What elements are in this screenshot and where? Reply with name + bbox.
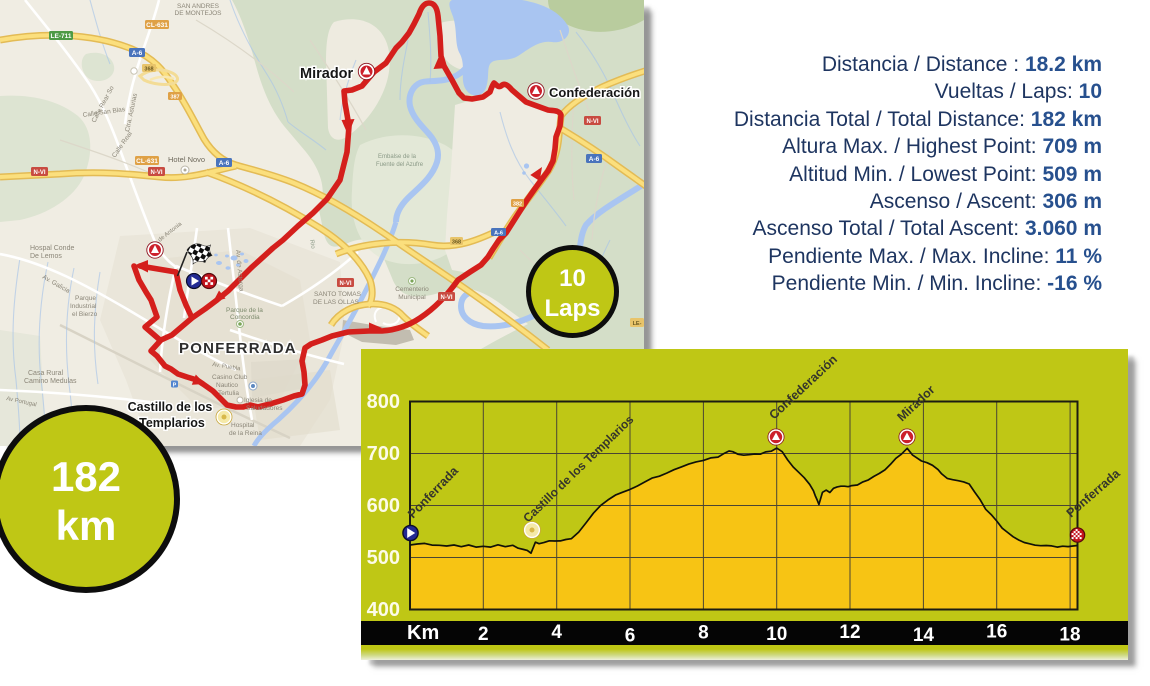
svg-text:Municipal: Municipal [398, 294, 426, 301]
svg-text:Castillo de los: Castillo de los [128, 400, 213, 414]
svg-text:A-6: A-6 [219, 160, 230, 167]
svg-text:De Lemos: De Lemos [30, 253, 62, 260]
svg-text:800: 800 [367, 391, 400, 413]
svg-text:14: 14 [913, 625, 935, 646]
svg-text:A-6: A-6 [494, 231, 503, 237]
svg-text:PONFERRADA: PONFERRADA [179, 340, 297, 357]
svg-text:Embalse de la: Embalse de la [378, 154, 417, 160]
svg-text:382: 382 [513, 202, 522, 208]
svg-text:16: 16 [986, 622, 1007, 643]
svg-text:600: 600 [367, 495, 400, 517]
svg-text:Mirador: Mirador [300, 66, 354, 82]
svg-text:A-6: A-6 [589, 156, 600, 163]
svg-text:LE-: LE- [633, 321, 642, 327]
svg-text:el Bierzo: el Bierzo [72, 311, 98, 318]
svg-text:Hospal Conde: Hospal Conde [30, 245, 74, 252]
svg-text:Camino Medulas: Camino Medulas [24, 378, 77, 385]
svg-text:10: 10 [766, 624, 787, 645]
svg-text:500: 500 [367, 547, 400, 569]
svg-text:368: 368 [144, 67, 153, 73]
svg-text:Saludadores: Saludadores [246, 405, 283, 412]
svg-text:SANTO TOMAS: SANTO TOMAS [314, 291, 362, 298]
svg-text:Casino Club: Casino Club [212, 374, 248, 381]
svg-text:Industrial: Industrial [70, 303, 97, 310]
svg-text:Cementerio: Cementerio [395, 286, 429, 293]
svg-text:Parque: Parque [75, 295, 96, 302]
svg-text:Fuente del Azufre: Fuente del Azufre [376, 162, 424, 168]
svg-text:18: 18 [1059, 625, 1080, 646]
svg-text:N-VI: N-VI [587, 119, 599, 125]
svg-text:LE-711: LE-711 [51, 33, 72, 40]
svg-text:Casa Rural: Casa Rural [28, 370, 63, 377]
svg-text:400: 400 [367, 599, 400, 621]
svg-text:Rio: Rio [308, 239, 316, 250]
svg-text:N-VI: N-VI [34, 170, 46, 176]
svg-text:N-VI: N-VI [151, 170, 163, 176]
svg-text:P: P [173, 382, 177, 388]
svg-text:700: 700 [367, 443, 400, 465]
svg-text:8: 8 [698, 623, 709, 644]
svg-text:387: 387 [170, 95, 179, 101]
svg-text:Parque de la: Parque de la [226, 307, 263, 314]
svg-text:Tertulia: Tertulia [218, 390, 239, 397]
svg-text:Km: Km [407, 622, 439, 644]
svg-text:N-VI: N-VI [340, 281, 352, 287]
svg-text:368: 368 [452, 240, 461, 246]
svg-text:Av. de Astorga: Av. de Astorga [234, 250, 245, 293]
svg-text:4: 4 [551, 622, 562, 643]
svg-text:Iglesia de: Iglesia de [244, 397, 272, 404]
svg-text:CL-631: CL-631 [136, 158, 158, 165]
svg-text:DE LAS OLLAS: DE LAS OLLAS [313, 299, 360, 306]
svg-text:SAN ANDRES: SAN ANDRES [177, 3, 220, 10]
svg-text:N-VI: N-VI [441, 295, 453, 301]
svg-text:Confederación: Confederación [549, 85, 640, 100]
svg-text:12: 12 [839, 622, 860, 643]
svg-text:Templarios: Templarios [139, 416, 205, 430]
svg-text:A-6: A-6 [132, 50, 143, 57]
svg-text:Concordia: Concordia [230, 314, 260, 321]
svg-text:Hospital: Hospital [231, 422, 255, 429]
svg-text:de la Reina: de la Reina [229, 430, 262, 437]
svg-text:Av. Puebla: Av. Puebla [212, 362, 242, 372]
svg-text:CL-631: CL-631 [146, 22, 168, 29]
svg-text:Hotel Novo: Hotel Novo [168, 155, 205, 164]
svg-text:6: 6 [625, 626, 636, 647]
svg-text:2: 2 [478, 624, 489, 645]
svg-text:DE MONTEJOS: DE MONTEJOS [175, 10, 223, 17]
svg-text:Nautico: Nautico [216, 382, 238, 389]
